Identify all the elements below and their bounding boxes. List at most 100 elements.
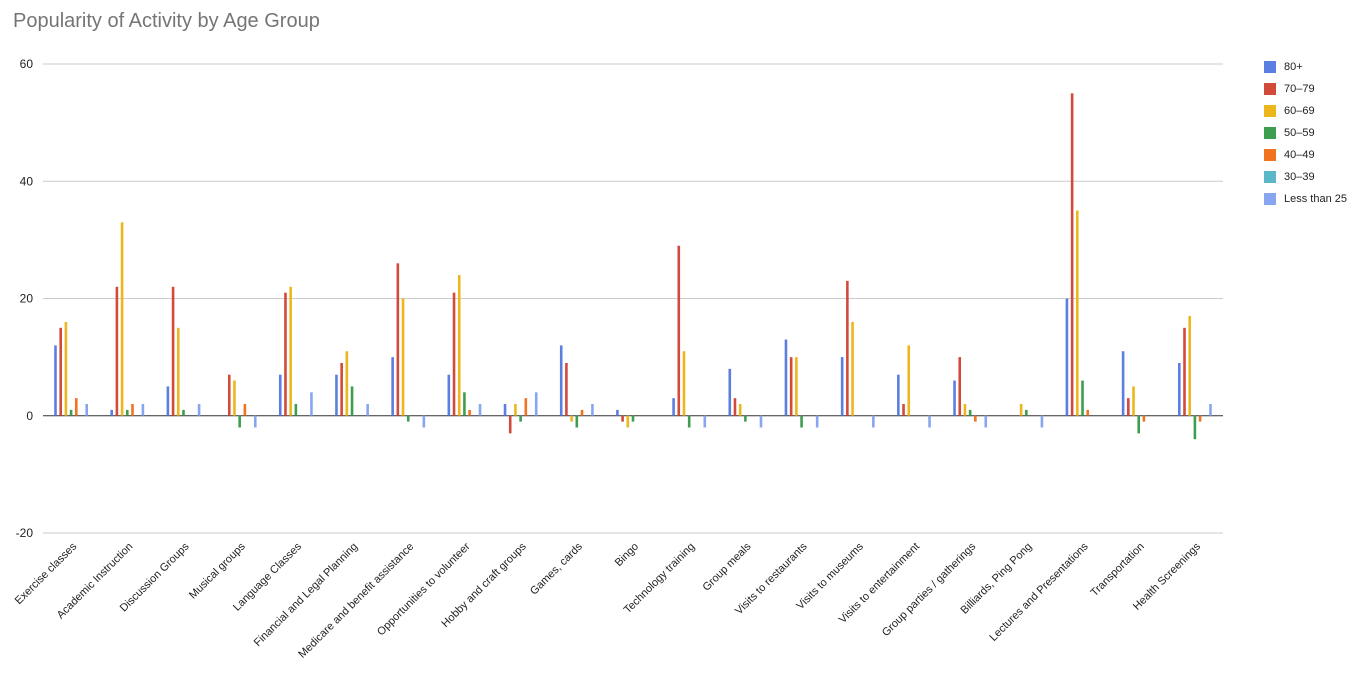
bar-9-0 bbox=[559, 345, 563, 416]
bar-12-6 bbox=[759, 415, 763, 428]
x-category-label: Lectures and Presentations bbox=[987, 540, 1091, 644]
bar-8-1 bbox=[508, 415, 512, 434]
bar-14-2 bbox=[851, 321, 854, 416]
bar-11-0 bbox=[672, 398, 675, 416]
bar-4-1 bbox=[284, 292, 287, 416]
legend-label: 60–69 bbox=[1284, 105, 1315, 117]
bar-8-4 bbox=[524, 398, 528, 416]
y-tick-label: 20 bbox=[20, 292, 34, 306]
bar-18-4 bbox=[1086, 409, 1090, 416]
bar-14-1 bbox=[846, 280, 849, 416]
legend-label: Less than 25 bbox=[1284, 193, 1347, 205]
legend-swatch bbox=[1264, 149, 1276, 161]
legend-item: 40–49 bbox=[1264, 144, 1370, 166]
bar-13-3 bbox=[800, 415, 803, 428]
bar-17-6 bbox=[1040, 415, 1044, 428]
bar-8-0 bbox=[503, 404, 507, 416]
bar-14-6 bbox=[872, 415, 875, 428]
bar-0-6 bbox=[85, 404, 88, 416]
bar-0-3 bbox=[69, 409, 73, 416]
bar-1-0 bbox=[110, 409, 113, 416]
bar-16-2 bbox=[963, 404, 967, 416]
legend-item: 50–59 bbox=[1264, 122, 1370, 144]
bar-2-3 bbox=[182, 409, 185, 416]
bar-7-1 bbox=[452, 292, 456, 416]
x-category-label: Medicare and benefit assistance bbox=[296, 541, 416, 661]
bar-1-2 bbox=[120, 222, 124, 416]
bar-9-1 bbox=[565, 362, 568, 416]
bar-8-6 bbox=[534, 392, 538, 416]
x-category-label: Bingo bbox=[613, 541, 641, 569]
bar-7-6 bbox=[478, 404, 482, 416]
legend-label: 50–59 bbox=[1284, 127, 1315, 139]
legend-swatch bbox=[1264, 61, 1276, 73]
bar-3-4 bbox=[243, 404, 247, 416]
bar-7-3 bbox=[463, 392, 466, 416]
bar-11-3 bbox=[687, 415, 691, 428]
bar-4-6 bbox=[310, 392, 313, 416]
bar-6-6 bbox=[422, 415, 426, 428]
x-category-label: Financial and Legal Planning bbox=[252, 541, 360, 649]
bar-9-3 bbox=[575, 415, 579, 428]
bar-3-6 bbox=[253, 415, 257, 428]
bar-4-2 bbox=[289, 286, 292, 416]
bar-10-3 bbox=[631, 415, 635, 422]
y-tick-label: 0 bbox=[26, 409, 33, 423]
bar-4-0 bbox=[278, 374, 282, 416]
bar-15-2 bbox=[907, 345, 911, 416]
bar-13-6 bbox=[815, 415, 819, 428]
bar-5-2 bbox=[345, 351, 349, 416]
chart-title: Popularity of Activity by Age Group bbox=[13, 10, 320, 32]
bar-10-2 bbox=[626, 415, 630, 428]
x-category-label: Games, cards bbox=[528, 540, 585, 597]
bar-20-3 bbox=[1193, 415, 1197, 440]
bar-10-1 bbox=[621, 415, 624, 422]
y-tick-label: -20 bbox=[16, 526, 34, 540]
bar-16-1 bbox=[958, 357, 962, 416]
bar-5-3 bbox=[350, 386, 354, 416]
bar-2-2 bbox=[176, 327, 180, 416]
bar-0-0 bbox=[54, 345, 57, 416]
bar-6-0 bbox=[391, 357, 394, 416]
bar-14-0 bbox=[840, 357, 844, 416]
bar-19-2 bbox=[1132, 386, 1135, 416]
bar-6-2 bbox=[401, 298, 405, 416]
bar-3-3 bbox=[238, 415, 241, 428]
legend-swatch bbox=[1264, 171, 1276, 183]
legend-swatch bbox=[1264, 127, 1276, 139]
legend-item: 70–79 bbox=[1264, 78, 1370, 100]
legend-swatch bbox=[1264, 105, 1276, 117]
legend-item: 30–39 bbox=[1264, 166, 1370, 188]
y-tick-label: 40 bbox=[20, 174, 34, 188]
bar-20-6 bbox=[1209, 404, 1212, 416]
bar-9-4 bbox=[580, 409, 584, 416]
x-category-label: Opportunities to volunteer bbox=[375, 540, 473, 638]
legend-swatch bbox=[1264, 193, 1276, 205]
x-category-label: Musical groups bbox=[187, 540, 248, 601]
bar-19-3 bbox=[1137, 415, 1141, 434]
bar-18-0 bbox=[1065, 298, 1069, 416]
bar-0-2 bbox=[64, 321, 68, 416]
bar-13-2 bbox=[795, 357, 798, 416]
bar-0-4 bbox=[75, 398, 78, 416]
bar-11-2 bbox=[682, 351, 686, 416]
bar-1-3 bbox=[125, 409, 129, 416]
bar-9-2 bbox=[570, 415, 573, 422]
bar-4-3 bbox=[294, 404, 298, 416]
bar-20-1 bbox=[1183, 327, 1186, 416]
bar-20-2 bbox=[1188, 316, 1191, 416]
bar-17-3 bbox=[1025, 409, 1028, 416]
bar-15-6 bbox=[928, 415, 931, 428]
bar-12-1 bbox=[733, 398, 737, 416]
legend-label: 80+ bbox=[1284, 61, 1303, 73]
bar-12-2 bbox=[738, 404, 742, 416]
bar-9-6 bbox=[591, 404, 594, 416]
bar-16-0 bbox=[953, 380, 956, 416]
bar-6-3 bbox=[406, 415, 410, 422]
bar-19-4 bbox=[1142, 415, 1146, 422]
bar-1-1 bbox=[115, 286, 119, 416]
bar-12-0 bbox=[728, 368, 732, 416]
bar-10-0 bbox=[616, 409, 619, 416]
bar-7-2 bbox=[457, 275, 461, 416]
bar-16-4 bbox=[974, 415, 977, 422]
